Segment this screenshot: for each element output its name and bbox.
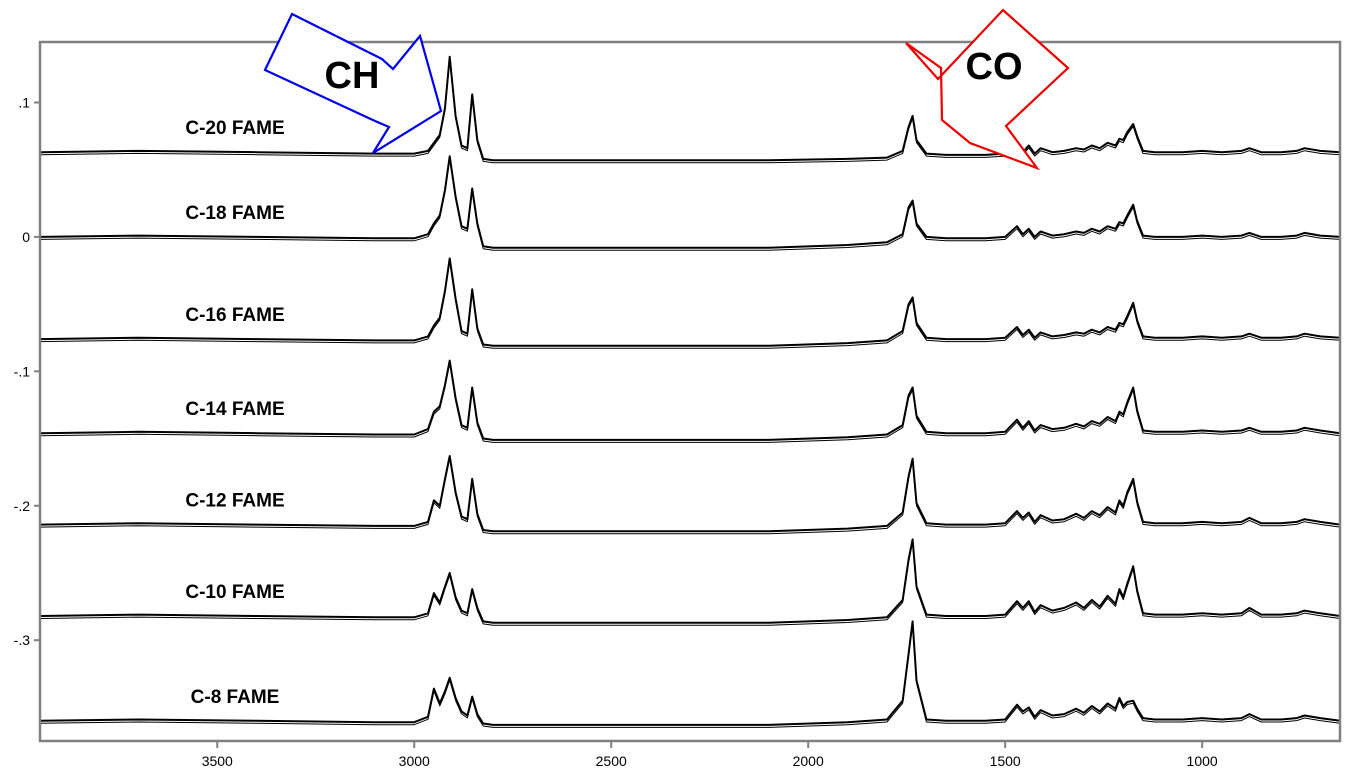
series-line — [39, 359, 1341, 441]
co-callout: CO — [905, 8, 1070, 171]
ch-callout-label: CH — [325, 55, 380, 97]
x-tick-label: 1000 — [1187, 753, 1218, 769]
series-line — [39, 455, 1341, 533]
series-line-shadow — [39, 58, 1341, 164]
series-line-shadow — [39, 158, 1341, 251]
series-label: C-8 FAME — [191, 687, 280, 708]
y-tick-label: -.3 — [14, 632, 31, 648]
series-label: C-20 FAME — [185, 118, 284, 139]
series-line — [39, 620, 1341, 726]
series-line-shadow — [39, 362, 1341, 443]
y-tick-label: -.1 — [14, 363, 31, 379]
x-tick-label: 1500 — [990, 753, 1021, 769]
series-label: C-14 FAME — [185, 399, 284, 420]
series-line — [39, 55, 1341, 162]
co-callout-label: CO — [966, 46, 1023, 88]
series-line-shadow — [39, 458, 1341, 535]
co-arrow-shape — [905, 8, 1070, 171]
x-tick-label: 3000 — [399, 753, 430, 769]
y-axis: .1 0 -.1 -.2 -.3 — [14, 94, 40, 648]
y-tick-label: -.2 — [14, 498, 31, 514]
series-line-shadow — [39, 541, 1341, 626]
series-label: C-18 FAME — [185, 203, 284, 224]
y-tick-label: 0 — [22, 229, 30, 245]
plot-frame — [38, 40, 1342, 743]
ch-arrow-shape — [263, 12, 443, 154]
series-line — [39, 257, 1341, 347]
series-layer — [39, 55, 1341, 728]
x-axis: 3500 3000 2500 2000 1500 1000 — [202, 741, 1218, 769]
series-label: C-10 FAME — [185, 582, 284, 603]
series-line-shadow — [39, 260, 1341, 349]
series-label: C-16 FAME — [185, 305, 284, 326]
series-label-layer: C-20 FAME C-18 FAME C-16 FAME C-14 FAME C-12… — [185, 118, 284, 708]
x-tick-label: 3500 — [202, 753, 233, 769]
y-tick-label: .1 — [18, 94, 30, 110]
series-line — [39, 538, 1341, 624]
series-label: C-12 FAME — [185, 491, 284, 512]
x-tick-label: 2500 — [596, 753, 627, 769]
ch-callout: CH — [263, 12, 443, 154]
x-tick-label: 2000 — [793, 753, 824, 769]
series-line-shadow — [39, 623, 1341, 728]
